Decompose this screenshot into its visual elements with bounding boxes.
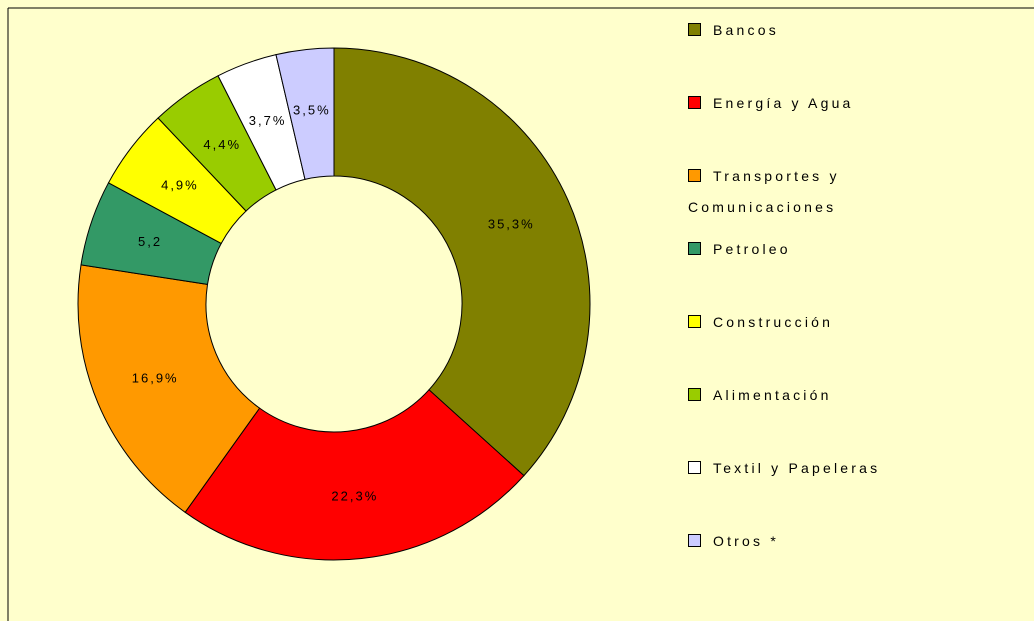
legend-swatch	[688, 534, 701, 547]
legend-item: Bancos	[688, 15, 898, 46]
legend-swatch	[688, 315, 701, 328]
legend-swatch	[688, 23, 701, 36]
data-label: 4,9%	[161, 178, 199, 193]
legend-label: Bancos	[713, 22, 779, 38]
data-label: 3,7%	[249, 113, 287, 128]
legend-item: Petroleo	[688, 234, 898, 265]
donut-slice	[275, 47, 335, 180]
legend-item: Transportes y Comunicaciones	[688, 161, 898, 223]
data-label: 5,2	[138, 234, 162, 249]
legend-label: Otros *	[713, 533, 779, 549]
legend-swatch	[688, 169, 701, 182]
legend-item: Energía y Agua	[688, 88, 898, 119]
data-label: 3,5%	[293, 103, 331, 118]
donut-slice	[77, 264, 261, 513]
legend-label: Petroleo	[713, 241, 791, 257]
legend-swatch	[688, 461, 701, 474]
legend-swatch	[688, 96, 701, 109]
data-label: 22,3%	[331, 488, 378, 503]
legend-label: Textil y Papeleras	[713, 460, 881, 476]
legend-item: Textil y Papeleras	[688, 453, 898, 484]
donut-slice	[333, 47, 591, 477]
legend-item: Alimentación	[688, 380, 898, 411]
donut-slice	[184, 389, 525, 561]
legend-label: Alimentación	[713, 387, 832, 403]
legend-item: Otros *	[688, 526, 898, 557]
legend-item: Construcción	[688, 307, 898, 338]
legend-swatch	[688, 388, 701, 401]
data-label: 16,9%	[132, 371, 179, 386]
data-label: 4,4%	[203, 137, 241, 152]
data-label: 35,3%	[488, 217, 535, 232]
legend-swatch	[688, 242, 701, 255]
legend-label: Transportes y Comunicaciones	[688, 168, 840, 215]
legend-label: Construcción	[713, 314, 834, 330]
legend-label: Energía y Agua	[713, 95, 854, 111]
